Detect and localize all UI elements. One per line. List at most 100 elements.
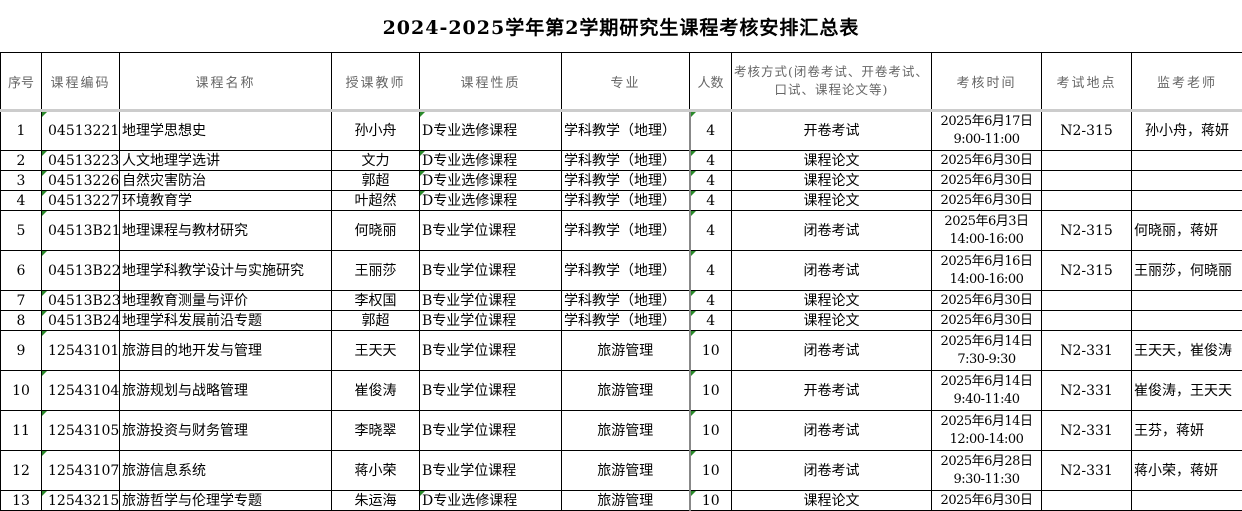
cell-proctor[interactable] [1131,310,1242,331]
cell-teacher[interactable]: 郭超 [331,170,420,191]
cell-method[interactable]: 闭卷考试 [731,210,932,251]
cell-place[interactable] [1041,150,1132,171]
cell-method[interactable]: 开卷考试 [731,110,932,151]
cell-major[interactable]: 旅游管理 [561,410,690,451]
cell-name[interactable]: 自然灾害防治 [119,170,332,191]
cell-code[interactable]: 04513223 [41,150,120,171]
cell-teacher[interactable]: 何晓丽 [331,210,420,251]
header-method[interactable]: 考核方式(闭卷考试、开卷考试、口试、课程论文等) [731,52,932,112]
cell-nature[interactable]: B专业学位课程 [419,410,562,451]
cell-teacher[interactable]: 朱运海 [331,490,420,511]
cell-major[interactable]: 学科教学（地理） [561,290,690,311]
cell-major[interactable]: 学科教学（地理） [561,170,690,191]
cell-proctor[interactable] [1131,170,1242,191]
cell-method[interactable]: 课程论文 [731,490,932,511]
cell-code[interactable]: 04513221 [41,110,120,151]
cell-count[interactable]: 4 [688,150,732,171]
cell-nature[interactable]: D专业选修课程 [419,490,562,511]
cell-count[interactable]: 4 [688,190,732,211]
cell-time[interactable]: 2025年6月30日 [931,490,1042,511]
cell-place[interactable]: N2-331 [1041,330,1132,371]
cell-place[interactable]: N2-331 [1041,370,1132,411]
cell-seq[interactable]: 12 [0,450,42,491]
cell-method[interactable]: 课程论文 [731,290,932,311]
cell-name[interactable]: 旅游信息系统 [119,450,332,491]
header-count[interactable]: 人数 [689,52,732,112]
cell-major[interactable]: 学科教学（地理） [561,150,690,171]
cell-time[interactable]: 2025年6月30日 [931,150,1042,171]
cell-time[interactable]: 2025年6月30日 [931,170,1042,191]
cell-code[interactable]: 04513226 [41,170,120,191]
cell-nature[interactable]: D专业选修课程 [419,150,562,171]
cell-major[interactable]: 学科教学（地理） [561,110,690,151]
cell-code[interactable]: 12543215 [41,490,120,511]
cell-proctor[interactable]: 孙小舟，蒋妍 [1131,110,1242,151]
cell-major[interactable]: 旅游管理 [561,330,690,371]
cell-nature[interactable]: B专业学位课程 [419,330,562,371]
header-code[interactable]: 课程编码 [41,52,120,112]
header-name[interactable]: 课程名称 [119,52,332,112]
cell-major[interactable]: 学科教学（地理） [561,210,690,251]
cell-proctor[interactable]: 王天天，崔俊涛 [1131,330,1242,371]
cell-proctor[interactable]: 何晓丽，蒋妍 [1131,210,1242,251]
cell-seq[interactable]: 10 [0,370,42,411]
cell-method[interactable]: 课程论文 [731,190,932,211]
cell-time[interactable]: 2025年6月14日 9:40-11:40 [931,370,1042,411]
cell-teacher[interactable]: 王丽莎 [331,250,420,291]
cell-proctor[interactable]: 蒋小荣，蒋妍 [1131,450,1242,491]
cell-proctor[interactable]: 王芬，蒋妍 [1131,410,1242,451]
header-proctor[interactable]: 监考老师 [1131,52,1242,112]
cell-place[interactable] [1041,190,1132,211]
cell-seq[interactable]: 11 [0,410,42,451]
cell-count[interactable]: 4 [688,310,732,331]
cell-seq[interactable]: 5 [0,210,42,251]
cell-seq[interactable]: 2 [0,150,42,171]
cell-seq[interactable]: 7 [0,290,42,311]
header-seq[interactable]: 序号 [0,52,42,112]
cell-method[interactable]: 课程论文 [731,310,932,331]
cell-nature[interactable]: D专业选修课程 [419,190,562,211]
cell-name[interactable]: 地理学思想史 [119,110,332,151]
cell-major[interactable]: 学科教学（地理） [561,190,690,211]
cell-name[interactable]: 地理课程与教材研究 [119,210,332,251]
cell-major[interactable]: 学科教学（地理） [561,310,690,331]
cell-code[interactable]: 12543107 [41,450,120,491]
cell-teacher[interactable]: 郭超 [331,310,420,331]
cell-name[interactable]: 旅游投资与财务管理 [119,410,332,451]
cell-time[interactable]: 2025年6月30日 [931,290,1042,311]
cell-time[interactable]: 2025年6月14日 7:30-9:30 [931,330,1042,371]
cell-name[interactable]: 人文地理学选讲 [119,150,332,171]
cell-time[interactable]: 2025年6月17日 9:00-11:00 [931,110,1042,151]
cell-place[interactable]: N2-331 [1041,410,1132,451]
cell-proctor[interactable] [1131,150,1242,171]
cell-count[interactable]: 10 [688,370,732,411]
cell-code[interactable]: 04513B21 [41,210,120,251]
cell-seq[interactable]: 3 [0,170,42,191]
cell-major[interactable]: 旅游管理 [561,450,690,491]
cell-proctor[interactable]: 王丽莎，何晓丽 [1131,250,1242,291]
cell-code[interactable]: 04513B23 [41,290,120,311]
cell-nature[interactable]: B专业学位课程 [419,310,562,331]
cell-place[interactable] [1041,310,1132,331]
cell-teacher[interactable]: 崔俊涛 [331,370,420,411]
cell-seq[interactable]: 8 [0,310,42,331]
header-teacher[interactable]: 授课教师 [331,52,420,112]
cell-count[interactable]: 4 [688,290,732,311]
cell-teacher[interactable]: 叶超然 [331,190,420,211]
cell-count[interactable]: 4 [688,210,732,251]
cell-nature[interactable]: D专业选修课程 [419,110,562,151]
cell-name[interactable]: 旅游目的地开发与管理 [119,330,332,371]
cell-count[interactable]: 10 [688,330,732,371]
cell-seq[interactable]: 4 [0,190,42,211]
cell-place[interactable]: N2-315 [1041,110,1132,151]
cell-code[interactable]: 04513B22 [41,250,120,291]
cell-seq[interactable]: 6 [0,250,42,291]
cell-time[interactable]: 2025年6月14日 12:00-14:00 [931,410,1042,451]
cell-name[interactable]: 旅游规划与战略管理 [119,370,332,411]
cell-method[interactable]: 开卷考试 [731,370,932,411]
cell-count[interactable]: 10 [688,450,732,491]
cell-nature[interactable]: D专业选修课程 [419,170,562,191]
cell-count[interactable]: 10 [688,410,732,451]
cell-time[interactable]: 2025年6月16日 14:00-16:00 [931,250,1042,291]
header-major[interactable]: 专业 [561,52,690,112]
